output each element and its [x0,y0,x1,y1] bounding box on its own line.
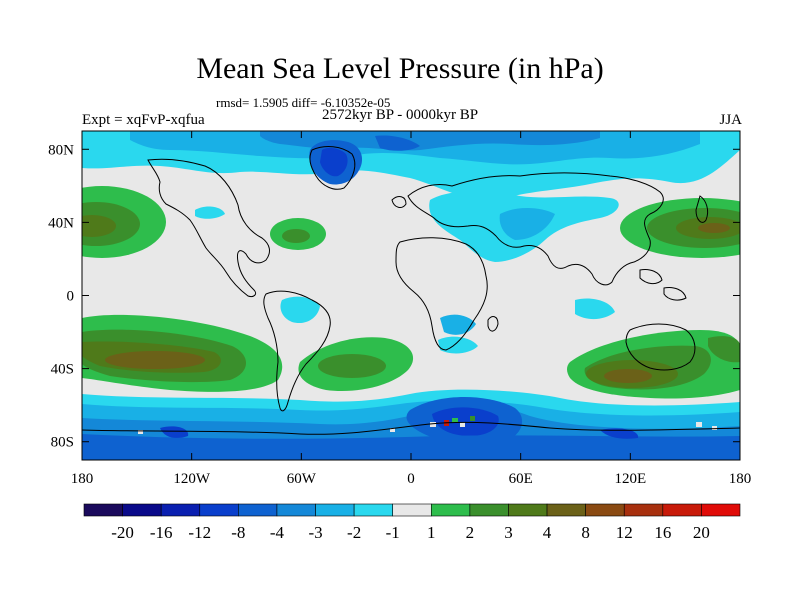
colorbar-label: -8 [231,523,245,542]
colorbar-label: 16 [654,523,671,542]
colorbar-swatch [546,503,586,517]
colorbar-label: -20 [111,523,134,542]
colorbar-swatch [122,503,162,517]
britain-coast [391,196,407,208]
colorbar-swatch [353,503,394,517]
eurasia-coast [407,172,664,286]
colorbar-label: 2 [466,523,475,542]
colorbar: -20 -16 -12 -8 -4 -3 -2 -1 1 2 3 4 8 12 16 20 [83,503,741,542]
australia-coast [625,323,696,371]
x-tick-label: 180 [729,471,752,487]
colorbar-swatch [83,503,123,517]
indonesia-coast [639,269,687,301]
colorbar-label: -12 [188,523,211,542]
south-atlantic-high [298,337,414,392]
arctic-low-region [82,131,740,201]
x-tick-label: 60W [287,471,317,487]
antarctica-coast [82,421,740,435]
season-label: JJA [719,112,742,128]
y-tick-label: 80N [48,142,74,158]
north-america-coast [147,158,270,297]
colorbar-label: 4 [543,523,552,542]
greenland-coast [309,146,356,190]
colorbar-swatch [199,503,239,517]
north-pacific-high [82,186,166,258]
south-pacific-high [82,314,283,392]
africa-coast [395,237,488,351]
colorbar-swatch [315,503,355,517]
chart-title: Mean Sea Level Pressure (in hPa) [196,52,604,85]
time-period-label: 2572kyr BP - 0000kyr BP [322,107,479,123]
x-tick-label: 180 [71,471,94,487]
colorbar-label: -16 [150,523,173,542]
colorbar-label: -2 [347,523,361,542]
y-tick-label: 40N [48,215,74,231]
nw-pacific-high [620,198,740,258]
x-axis: 180 120W 60W 0 60E 120E 180 [71,131,752,487]
madagascar-coast [487,316,499,332]
colorbar-label: -3 [308,523,322,542]
southern-ocean-low [82,389,740,460]
amazon-low [280,296,320,324]
x-tick-label: 60E [509,471,533,487]
x-tick-label: 120W [173,471,211,487]
experiment-label: Expt = xqFvP-xqfua [82,112,205,128]
y-tick-label: 0 [67,289,75,305]
colorbar-swatch [430,503,471,517]
colorbar-swatch [585,503,625,517]
south-america-coast [263,290,331,412]
north-atlantic-high [270,218,326,250]
colorbar-swatch [508,503,548,517]
colorbar-label: 8 [581,523,590,542]
japan-coast [695,195,709,223]
y-tick-label: 80S [51,435,74,451]
colorbar-label: 3 [504,523,513,542]
colorbar-label: 1 [427,523,436,542]
colorbar-label: 12 [616,523,633,542]
colorbar-label: -4 [270,523,285,542]
colorbar-swatch [662,503,702,517]
coastlines [82,146,740,435]
x-tick-label: 0 [407,471,415,487]
colorbar-swatch [392,503,432,517]
stats-label: rmsd= 1.5905 diff= -6.10352e-05 [216,95,391,110]
colorbar-label: -1 [386,523,400,542]
colorbar-swatch [469,503,509,517]
colorbar-swatch [238,503,278,517]
y-tick-label: 40S [51,362,74,378]
colorbar-swatch [160,503,201,517]
x-tick-label: 120E [614,471,646,487]
colorbar-swatch [623,503,664,517]
pressure-field [82,131,740,460]
y-axis: 80N 40N 0 40S 80S [48,142,740,451]
colorbar-label: 20 [693,523,710,542]
colorbar-swatch [701,503,741,517]
colorbar-swatch [276,503,316,517]
